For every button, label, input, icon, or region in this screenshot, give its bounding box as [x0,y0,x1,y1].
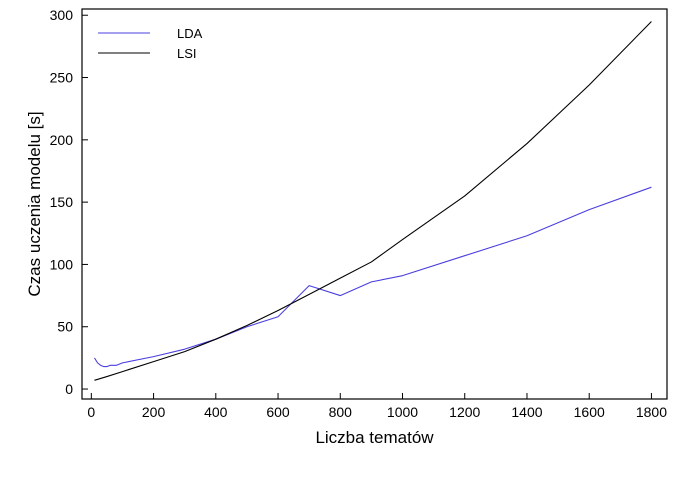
plot-frame [81,8,668,400]
x-tick-label: 400 [204,404,228,420]
data-point-lda [651,187,652,188]
y-tick-label: 250 [50,70,74,86]
data-point-lda [100,365,101,366]
data-point-lda [184,349,185,350]
x-tick-label: 1600 [574,404,605,420]
data-point-lsi [153,361,154,362]
y-tick-label: 200 [50,132,74,148]
data-point-lsi [371,261,372,262]
x-tick-label: 200 [142,404,166,420]
data-point-lda [277,316,278,317]
data-point-lda [371,281,372,282]
series-layer [93,21,652,381]
y-tick-label: 0 [65,381,73,397]
x-tick-label: 1400 [511,404,542,420]
legend-label-lsi: LSI [177,46,197,61]
data-point-lsi [106,376,107,377]
data-point-lda [402,275,403,276]
data-point-lda [464,255,465,256]
legend-label-lda: LDA [177,26,203,41]
data-point-lda [116,365,117,366]
y-tick-label: 150 [50,194,74,210]
data-point-lsi [651,21,652,22]
data-point-lsi [402,239,403,240]
data-point-lsi [464,195,465,196]
data-point-lsi [184,351,185,352]
data-point-lsi [94,380,95,381]
y-tick-label: 100 [50,256,74,272]
data-point-lda [153,356,154,357]
legend: LDA LSI [98,26,203,61]
data-point-lda [94,357,95,358]
axis-ticks: 0 200 400 600 800 1000 1200 1400 1600 1800 0 50 100 1… [50,7,668,420]
y-tick-label: 300 [50,7,74,23]
data-point-lsi [277,310,278,311]
x-tick-label: 1800 [636,404,667,420]
data-point-lsi [215,339,216,340]
data-point-lda [309,285,310,286]
x-tick-label: 600 [266,404,290,420]
data-point-lsi [526,143,527,144]
x-axis-label: Liczba tematów [315,428,434,447]
data-point-lsi [589,84,590,85]
data-point-lda [103,366,104,367]
y-axis-label: Czas uczenia modelu [s] [25,111,44,296]
x-tick-label: 0 [87,404,95,420]
data-point-lda [109,365,110,366]
data-point-lda [340,295,341,296]
data-point-lsi [340,278,341,279]
data-point-lda [122,362,123,363]
data-point-lda [246,326,247,327]
data-point-lda [526,235,527,236]
y-tick-label: 50 [57,319,73,335]
data-point-lsi [309,294,310,295]
data-point-lda [106,366,107,367]
x-tick-label: 1000 [387,404,418,420]
data-point-lsi [122,371,123,372]
x-tick-label: 1200 [449,404,480,420]
x-tick-label: 800 [329,404,353,420]
data-point-lda [97,362,98,363]
series-line-lsi [94,21,652,381]
series-line-lda [93,186,652,368]
data-point-lda [589,209,590,210]
data-point-lsi [246,325,247,326]
